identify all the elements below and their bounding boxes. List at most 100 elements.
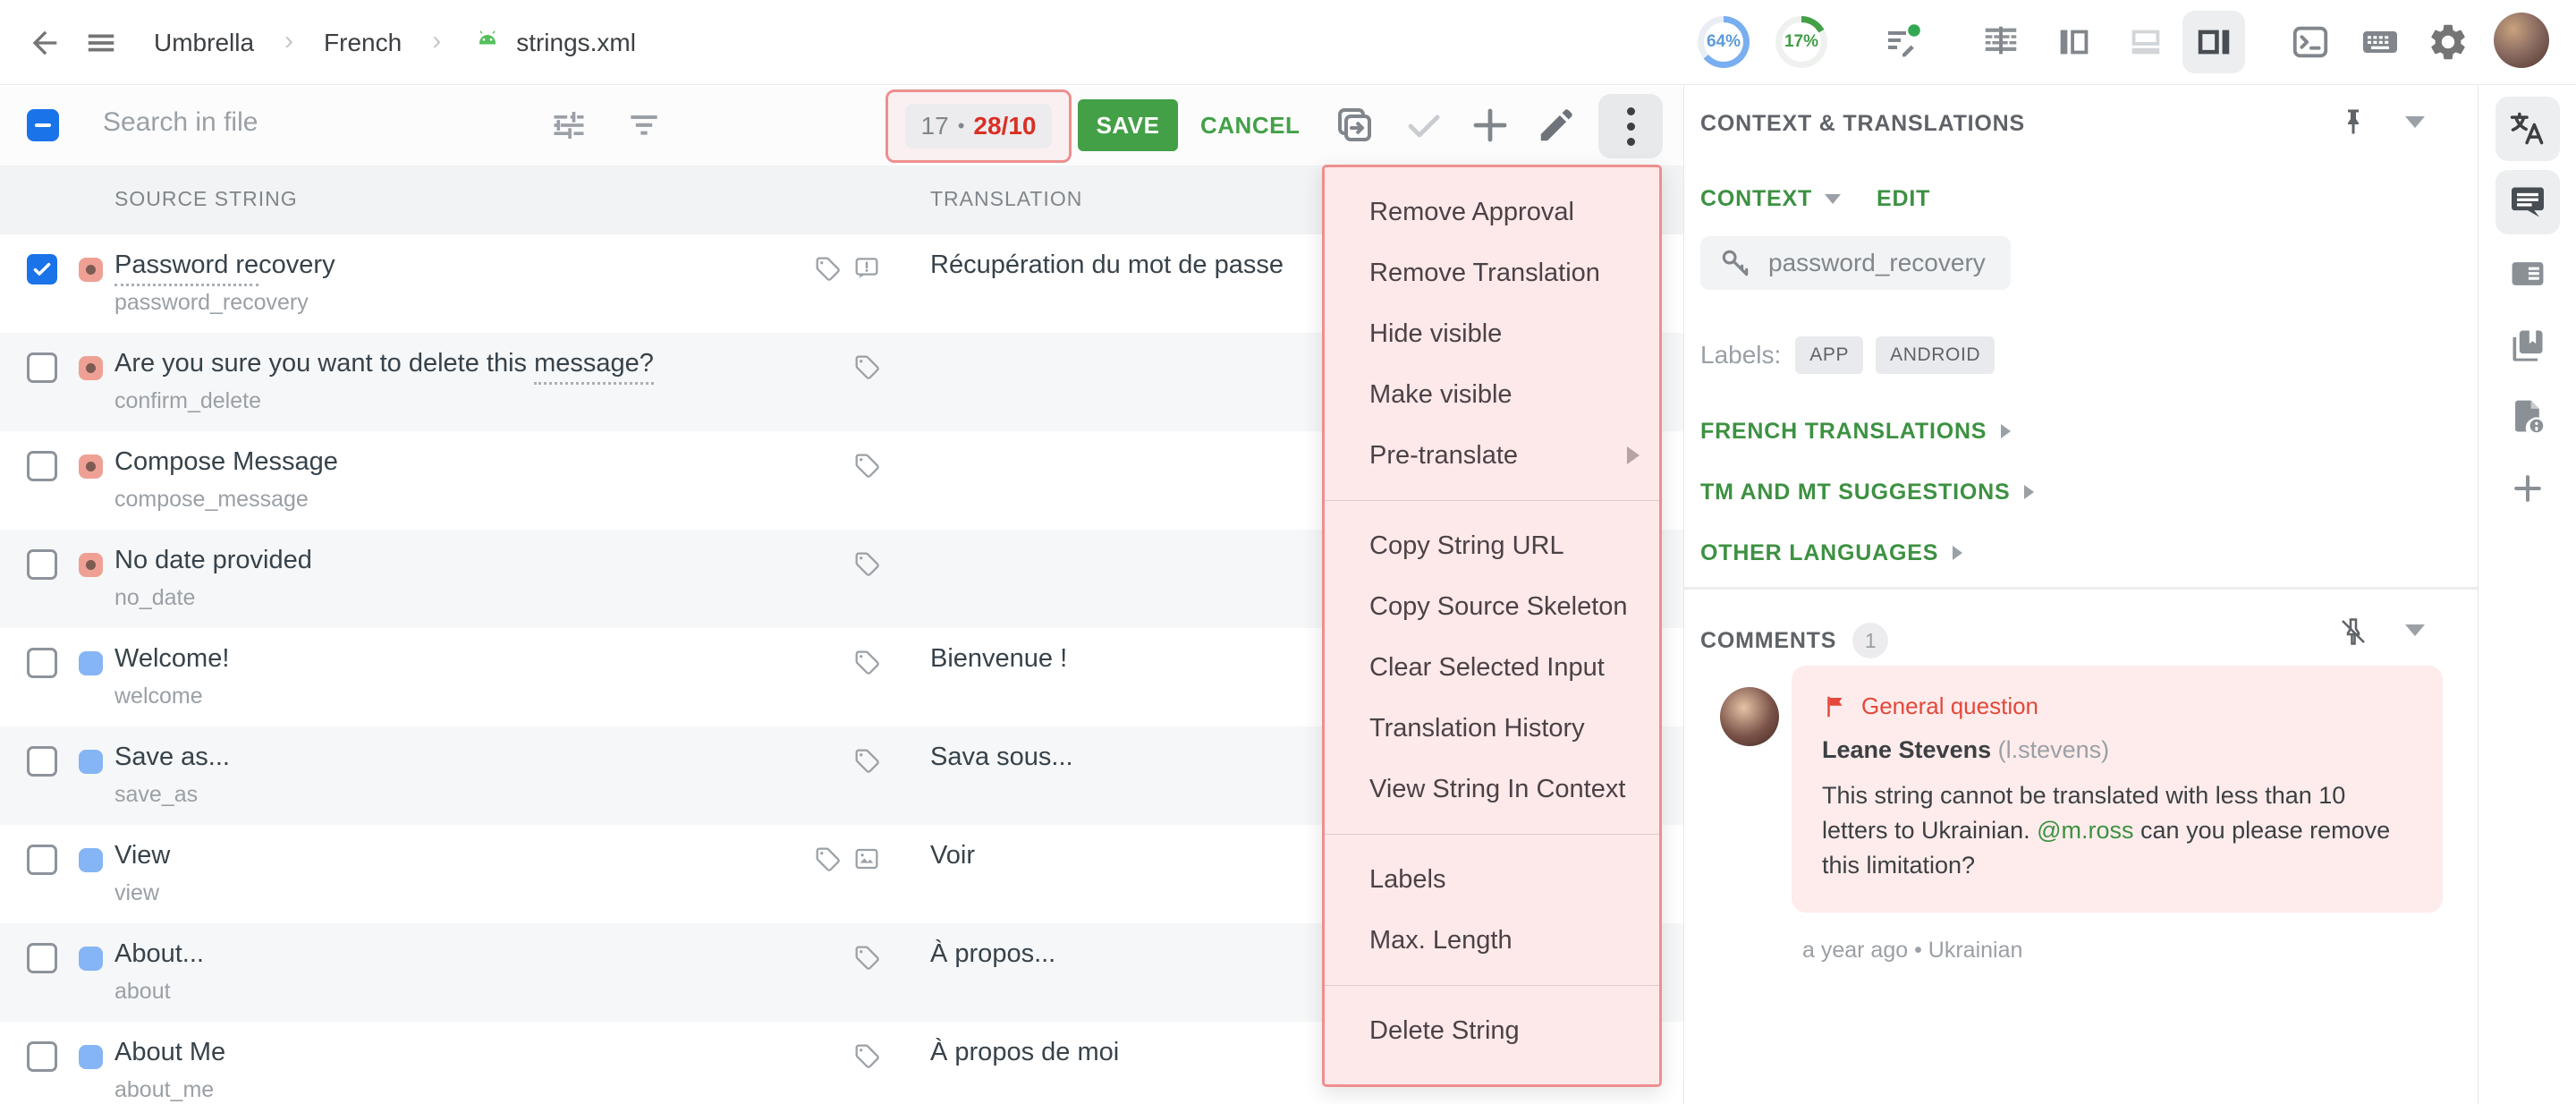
row-checkbox[interactable] [27, 451, 57, 481]
menu-item-make-visible[interactable]: Make visible [1369, 380, 1513, 409]
breadcrumb-language[interactable]: French [324, 28, 402, 56]
cancel-button[interactable]: CANCEL [1200, 99, 1300, 151]
section-french-translations[interactable]: FRENCH TRANSLATIONS [1700, 401, 2034, 462]
row-checkbox[interactable] [27, 648, 57, 678]
translate-icon[interactable] [2496, 97, 2560, 161]
translation-text[interactable]: À propos de moi [930, 1038, 1120, 1066]
source-string-text[interactable]: Compose Message [114, 447, 338, 476]
search-input[interactable]: Search in file [103, 107, 258, 137]
collapse-caret-icon[interactable] [2405, 116, 2425, 128]
menu-item-max-length[interactable]: Max. Length [1369, 926, 1513, 955]
label-chip[interactable]: ANDROID [1876, 336, 1996, 374]
menu-item-copy-string-url[interactable]: Copy String URL [1369, 531, 1564, 560]
source-string-text[interactable]: Password recovery [114, 251, 335, 286]
source-column-header: SOURCE STRING [114, 187, 298, 210]
label-chip[interactable]: APP [1795, 336, 1864, 374]
row-checkbox[interactable] [27, 943, 57, 973]
menu-item-labels[interactable]: Labels [1369, 865, 1446, 894]
approved-progress-ring[interactable]: 17% [1775, 16, 1827, 68]
menu-item-copy-source-skeleton[interactable]: Copy Source Skeleton [1369, 592, 1628, 621]
row-checkbox[interactable] [27, 845, 57, 875]
comment-author-name[interactable]: Leane Stevens [1822, 736, 1992, 763]
add-string-icon[interactable] [1469, 104, 1512, 147]
comment-issue-icon[interactable] [852, 254, 881, 287]
back-icon[interactable] [25, 23, 64, 63]
gear-icon[interactable] [2417, 11, 2479, 73]
row-checkbox[interactable] [27, 352, 57, 383]
menu-item-view-string-in-context[interactable]: View String In Context [1369, 775, 1626, 803]
row-checkbox[interactable] [27, 746, 57, 777]
source-string-text[interactable]: Are you sure you want to delete this mes… [114, 349, 654, 385]
menu-item-remove-approval[interactable]: Remove Approval [1369, 198, 1574, 226]
right-panel-view-icon[interactable] [2182, 11, 2245, 73]
source-string-text[interactable]: View [114, 841, 171, 870]
bottom-panel-view-icon[interactable] [2114, 11, 2177, 73]
row-checkbox[interactable] [27, 1041, 57, 1072]
proofread-icon[interactable] [1871, 11, 1934, 73]
tag-icon[interactable] [852, 1041, 881, 1074]
left-panel-view-icon[interactable] [2043, 11, 2106, 73]
context-dropdown[interactable]: CONTEXT [1700, 186, 1813, 211]
translation-text[interactable]: Sava sous... [930, 743, 1073, 771]
comment-author-avatar[interactable] [1720, 687, 1779, 746]
tag-icon[interactable] [852, 549, 881, 582]
tag-icon[interactable] [852, 352, 881, 386]
menu-item-translation-history[interactable]: Translation History [1369, 714, 1585, 743]
menu-item-hide-visible[interactable]: Hide visible [1369, 319, 1503, 348]
menu-item-remove-translation[interactable]: Remove Translation [1369, 259, 1600, 287]
tag-icon[interactable] [852, 648, 881, 681]
save-button[interactable]: SAVE [1078, 99, 1178, 151]
row-checkbox[interactable] [27, 254, 57, 284]
more-menu-icon[interactable] [1598, 94, 1663, 158]
translation-text[interactable]: À propos... [930, 939, 1056, 968]
status-translated-icon [79, 947, 103, 971]
avatar[interactable] [2494, 13, 2549, 68]
tag-icon[interactable] [813, 254, 842, 287]
labels-caption: Labels: [1700, 341, 1782, 369]
breadcrumb-project[interactable]: Umbrella [154, 28, 255, 56]
add-panel-icon[interactable] [2496, 456, 2560, 521]
source-string-text[interactable]: Save as... [114, 743, 230, 771]
mention-link[interactable]: @m.ross [2037, 817, 2134, 844]
tag-icon[interactable] [813, 845, 842, 878]
screenshot-icon[interactable] [852, 845, 881, 878]
translation-text[interactable]: Bienvenue ! [930, 644, 1068, 673]
tag-icon[interactable] [852, 451, 881, 484]
edit-icon[interactable] [1535, 104, 1578, 147]
menu-item-clear-selected-input[interactable]: Clear Selected Input [1369, 653, 1605, 682]
translation-text[interactable]: Récupération du mot de passe [930, 251, 1284, 279]
translation-text[interactable]: Voir [930, 841, 975, 870]
filter-icon[interactable] [623, 104, 665, 147]
pin-icon[interactable] [2334, 102, 2373, 141]
edit-context-button[interactable]: EDIT [1877, 186, 1931, 211]
menu-divider [1325, 500, 1659, 501]
hamburger-icon[interactable] [80, 23, 122, 63]
context-card-icon[interactable] [2496, 242, 2560, 306]
glossary-icon[interactable] [2496, 313, 2560, 378]
file-info-icon[interactable] [2496, 385, 2560, 449]
menu-item-delete-string[interactable]: Delete String [1369, 1016, 1520, 1045]
advanced-filter-icon[interactable] [547, 104, 590, 147]
tag-icon[interactable] [852, 943, 881, 976]
section-tm-and-mt-suggestions[interactable]: TM AND MT SUGGESTIONS [1700, 462, 2035, 522]
menu-item-pre-translate[interactable]: Pre-translate [1325, 425, 1659, 486]
source-string-text[interactable]: About... [114, 939, 204, 968]
select-all-checkbox[interactable] [27, 109, 59, 141]
section-other-languages[interactable]: OTHER LANGUAGES [1700, 522, 2034, 583]
translated-progress-ring[interactable]: 64% [1698, 16, 1750, 68]
tag-icon[interactable] [852, 746, 881, 779]
source-string-text[interactable]: No date provided [114, 546, 312, 574]
row-checkbox[interactable] [27, 549, 57, 580]
approve-icon[interactable] [1402, 104, 1445, 147]
copy-source-icon[interactable] [1333, 104, 1376, 147]
source-string-text[interactable]: About Me [114, 1038, 226, 1066]
breadcrumb-file[interactable]: strings.xml [516, 28, 636, 56]
console-icon[interactable] [2279, 11, 2342, 73]
panel-icon-rail [2478, 86, 2576, 1104]
side-by-side-view-icon[interactable] [1970, 11, 2032, 73]
comments-collapse-caret-icon[interactable] [2405, 624, 2425, 636]
comments-icon[interactable] [2496, 170, 2560, 234]
source-string-text[interactable]: Welcome! [114, 644, 230, 673]
keyboard-icon[interactable] [2349, 11, 2411, 73]
unpin-icon[interactable] [2334, 612, 2373, 651]
